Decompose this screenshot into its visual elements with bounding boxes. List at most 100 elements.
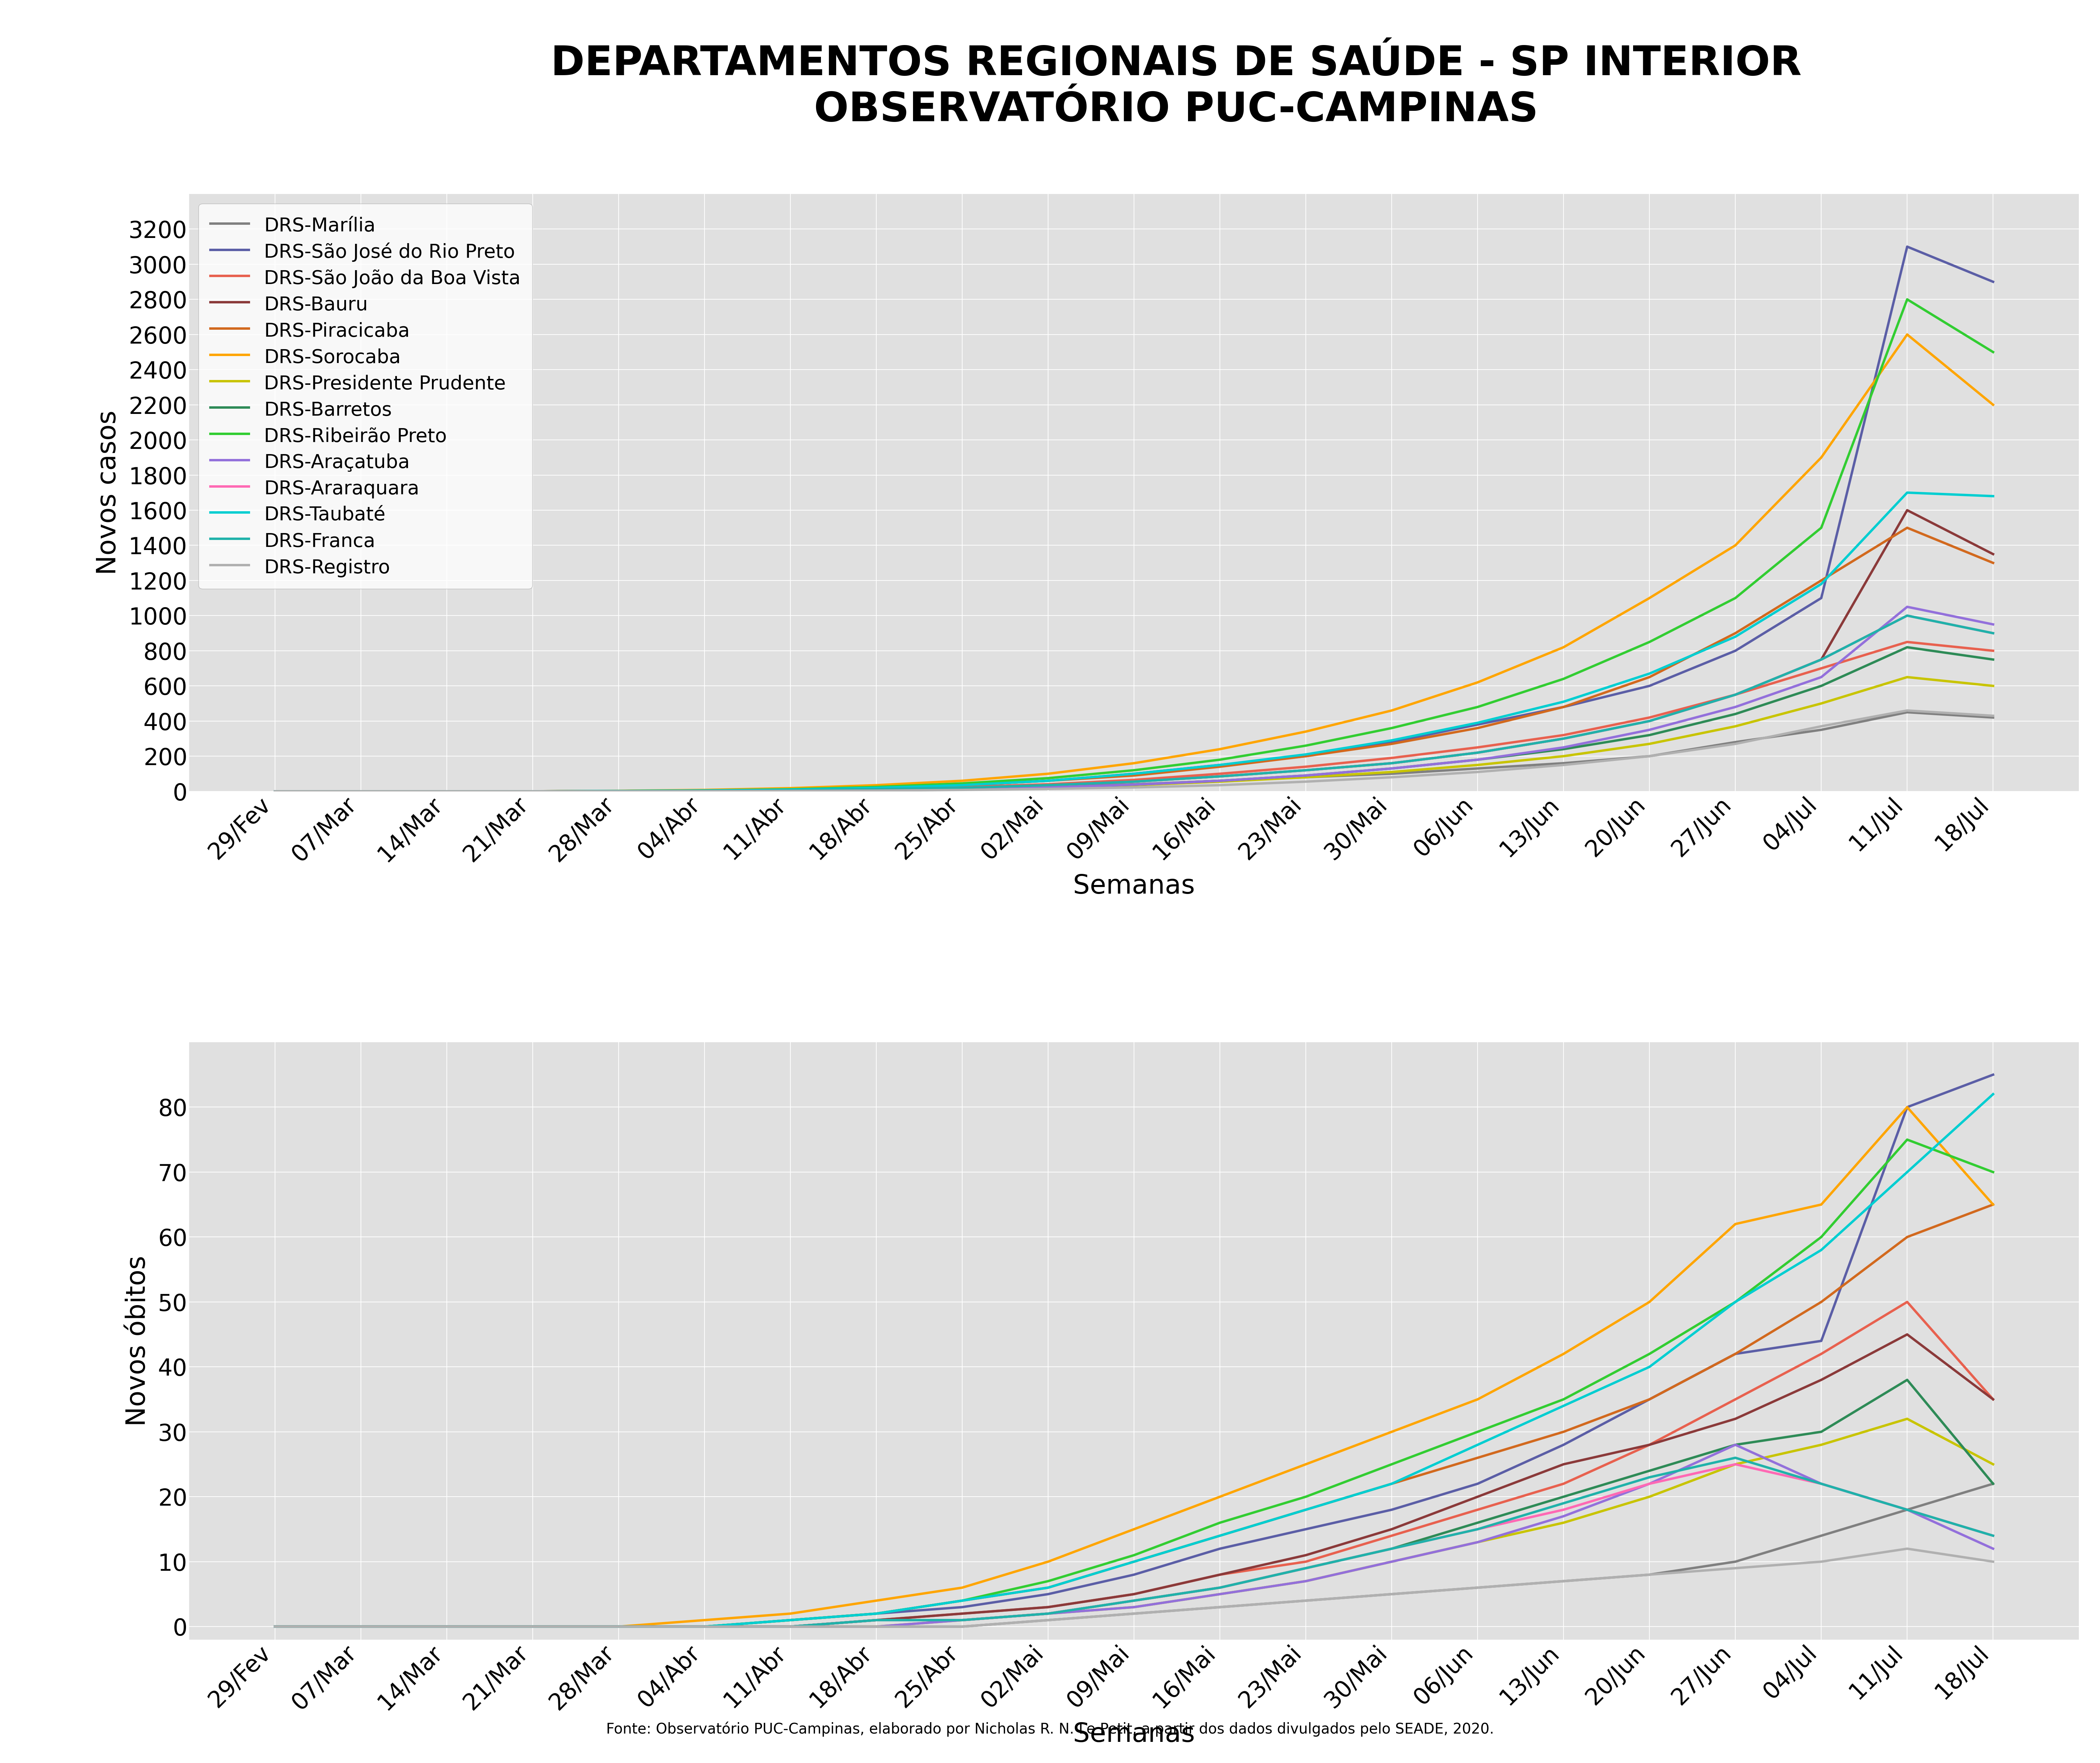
DRS-Taubaté (863, 777, 888, 799)
DRS-São José do Rio Preto (777, 779, 802, 800)
DRS-Taubaté (1380, 1474, 1405, 1495)
DRS-Marília (863, 1617, 888, 1638)
DRS-Barretos (1722, 1435, 1747, 1456)
DRS-Presidente Prudente (521, 781, 546, 802)
DRS-Taubaté (521, 781, 546, 802)
DRS-São João da Boa Vista (691, 1617, 716, 1638)
DRS-Bauru (1035, 1597, 1060, 1618)
DRS-São João da Boa Vista (777, 779, 802, 800)
DRS-Sorocaba (607, 1617, 632, 1638)
DRS-São João da Boa Vista (1035, 774, 1060, 795)
DRS-Barretos (949, 1610, 974, 1631)
DRS-Marília (1466, 758, 1491, 779)
DRS-São José do Rio Preto (777, 1610, 802, 1631)
DRS-São José do Rio Preto (349, 1617, 374, 1638)
DRS-São João da Boa Vista (1552, 725, 1577, 746)
DRS-São José do Rio Preto (1466, 714, 1491, 735)
DRS-Registro (949, 779, 974, 800)
DRS-Ribeirão Preto (863, 1603, 888, 1624)
DRS-Bauru (349, 781, 374, 802)
DRS-Araçatuba (435, 1617, 460, 1638)
DRS-Bauru (691, 1617, 716, 1638)
DRS-Bauru (607, 1617, 632, 1638)
DRS-São João da Boa Vista (777, 1617, 802, 1638)
DRS-Presidente Prudente (349, 781, 374, 802)
DRS-Ribeirão Preto (1208, 749, 1233, 770)
DRS-Registro (1636, 1564, 1661, 1585)
DRS-Taubaté (435, 1617, 460, 1638)
DRS-Marília (1980, 1474, 2006, 1495)
DRS-Sorocaba (1808, 446, 1833, 467)
DRS-Marília (1294, 767, 1319, 788)
DRS-Barretos (949, 777, 974, 799)
DRS-Araraquara (607, 781, 632, 802)
DRS-São José do Rio Preto (691, 1617, 716, 1638)
DRS-Presidente Prudente (435, 781, 460, 802)
DRS-Franca (949, 1610, 974, 1631)
DRS-São José do Rio Preto (1035, 770, 1060, 792)
DRS-Presidente Prudente (777, 779, 802, 800)
DRS-Sorocaba (1722, 1213, 1747, 1234)
DRS-Piracicaba (777, 1610, 802, 1631)
DRS-São José do Rio Preto (607, 781, 632, 802)
DRS-Registro (1894, 700, 1919, 721)
DRS-Presidente Prudente (1636, 733, 1661, 755)
DRS-Piracicaba (349, 1617, 374, 1638)
DRS-Sorocaba (1808, 1194, 1833, 1215)
DRS-Marília (1552, 1571, 1577, 1592)
DRS-São João da Boa Vista (607, 1617, 632, 1638)
DRS-Araraquara (777, 1617, 802, 1638)
DRS-Barretos (1552, 739, 1577, 760)
DRS-Piracicaba (435, 781, 460, 802)
DRS-Piracicaba (691, 779, 716, 800)
DRS-Registro (1380, 767, 1405, 788)
DRS-Ribeirão Preto (1552, 668, 1577, 689)
DRS-Registro (1208, 1597, 1233, 1618)
DRS-Presidente Prudente (777, 1617, 802, 1638)
DRS-Barretos (349, 1617, 374, 1638)
DRS-Franca (1552, 728, 1577, 749)
DRS-Araraquara (521, 781, 546, 802)
DRS-Taubaté (1294, 1499, 1319, 1520)
DRS-Ribeirão Preto (691, 1617, 716, 1638)
DRS-Taubaté (1808, 573, 1833, 594)
DRS-Piracicaba (1636, 666, 1661, 688)
DRS-Franca (1294, 1557, 1319, 1578)
DRS-Araçatuba (691, 1617, 716, 1638)
DRS-Presidente Prudente (435, 1617, 460, 1638)
DRS-Marília (262, 1617, 288, 1638)
DRS-Araçatuba (691, 781, 716, 802)
DRS-Bauru (1466, 742, 1491, 763)
DRS-Bauru (1552, 1454, 1577, 1476)
DRS-Piracicaba (1380, 1474, 1405, 1495)
DRS-Presidente Prudente (1894, 1409, 1919, 1430)
DRS-Barretos (521, 781, 546, 802)
DRS-Ribeirão Preto (262, 1617, 288, 1638)
DRS-Presidente Prudente (1466, 755, 1491, 776)
DRS-Registro (521, 781, 546, 802)
DRS-Marília (1035, 776, 1060, 797)
DRS-Araçatuba (863, 1617, 888, 1638)
DRS-Franca (1208, 765, 1233, 786)
DRS-Marília (1208, 770, 1233, 792)
DRS-Sorocaba (1722, 534, 1747, 555)
DRS-Registro (1722, 1557, 1747, 1578)
DRS-Bauru (521, 781, 546, 802)
DRS-Araraquara (1552, 1499, 1577, 1520)
DRS-Ribeirão Preto (1208, 1513, 1233, 1534)
DRS-Registro (691, 1617, 716, 1638)
DRS-São José do Rio Preto (435, 1617, 460, 1638)
DRS-São João da Boa Vista (1121, 769, 1147, 790)
DRS-Piracicaba (863, 777, 888, 799)
DRS-Bauru (1380, 753, 1405, 774)
DRS-Franca (777, 779, 802, 800)
DRS-Araçatuba (1808, 1474, 1833, 1495)
DRS-Sorocaba (262, 1617, 288, 1638)
DRS-Franca (1294, 760, 1319, 781)
DRS-Piracicaba (1808, 1291, 1833, 1312)
DRS-Registro (1552, 755, 1577, 776)
DRS-Taubaté (349, 1617, 374, 1638)
DRS-Araraquara (691, 1617, 716, 1638)
DRS-Sorocaba (1121, 1518, 1147, 1539)
X-axis label: Semanas: Semanas (1073, 1722, 1195, 1747)
